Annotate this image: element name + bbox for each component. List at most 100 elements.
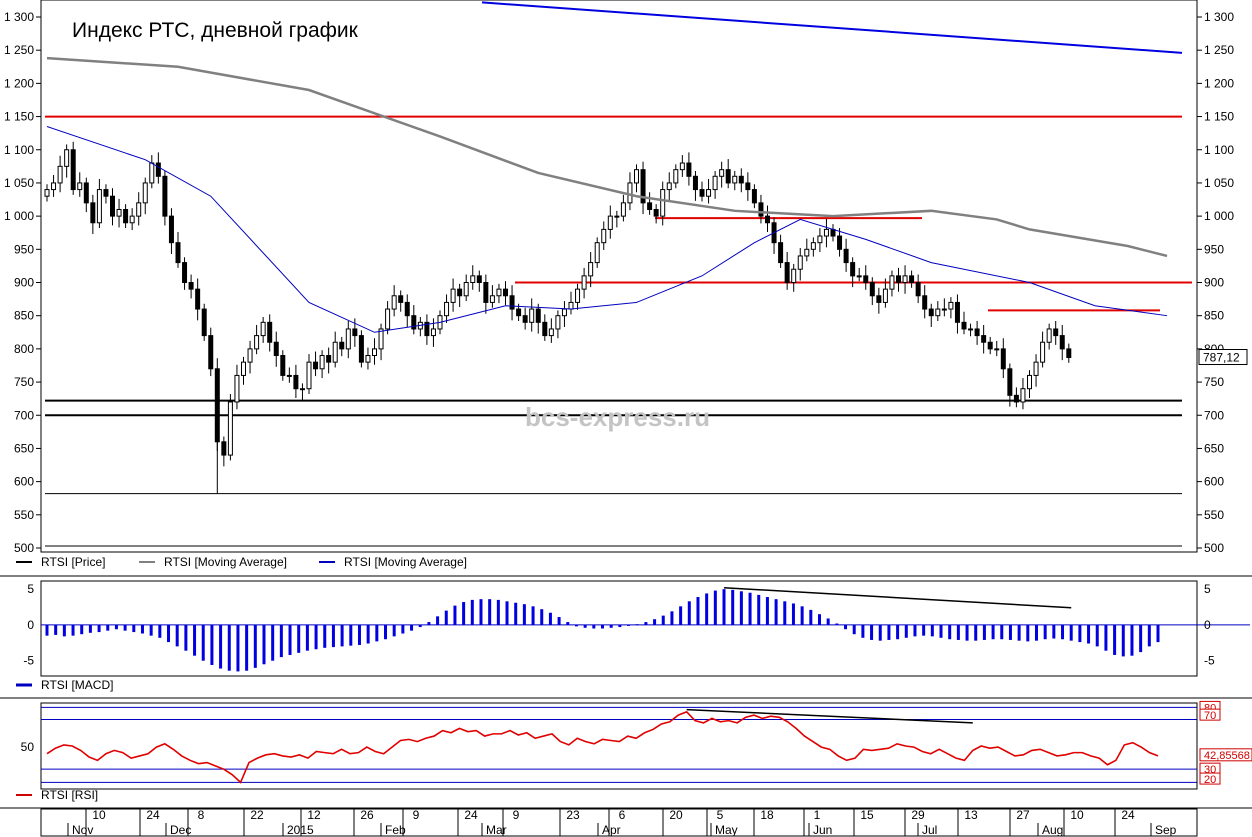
candle-body	[358, 335, 364, 363]
candle-body	[620, 202, 626, 217]
x-day-tick-label: 18	[760, 808, 774, 822]
candle-body	[234, 374, 240, 403]
macd-bar	[982, 624, 986, 640]
candle-body	[195, 288, 201, 310]
macd-bar	[531, 606, 535, 625]
candle-body	[254, 335, 260, 350]
macd-bar	[496, 599, 500, 625]
x-month-label: Dec	[170, 823, 191, 837]
candle-body	[745, 182, 751, 191]
candle-body	[326, 355, 332, 363]
macd-tick-label-left: 5	[27, 582, 34, 596]
rsi-level-label: 20	[1204, 774, 1216, 786]
candle-body	[666, 182, 672, 191]
candle-body	[221, 441, 227, 456]
x-day-tick-label: 12	[307, 808, 321, 822]
macd-bar	[896, 624, 900, 640]
macd-bar	[219, 624, 223, 669]
x-day-tick-label: 1	[814, 808, 821, 822]
macd-bar	[1156, 624, 1160, 643]
y-tick-label-left: 1 050	[4, 176, 34, 190]
legend-label: RTSI [MACD]	[41, 678, 113, 692]
macd-bar	[731, 589, 735, 625]
rsi-line	[46, 710, 1159, 784]
candle-body	[1053, 328, 1059, 337]
candle-body	[123, 208, 129, 224]
macd-bar	[1061, 624, 1065, 640]
candle-body	[634, 169, 639, 184]
candle-body	[306, 361, 312, 390]
candle-body	[398, 295, 404, 303]
rsi-level-box	[1199, 772, 1221, 785]
candle-body	[954, 301, 960, 323]
candle-body	[719, 169, 725, 177]
x-day-tick-label: 24	[1121, 808, 1135, 822]
candle-body	[673, 169, 679, 184]
candle-body	[365, 355, 371, 363]
candle-body	[77, 182, 83, 191]
macd-bar	[1069, 624, 1073, 641]
candle-body	[575, 288, 581, 303]
candle-body	[1013, 394, 1019, 403]
macd-bar	[279, 624, 283, 658]
x-day-tick-label: 9	[513, 808, 520, 822]
candle-body	[90, 202, 96, 224]
x-month-label: Jul	[922, 823, 937, 837]
x-day-tick-label: 10	[1070, 808, 1084, 822]
y-tick-label-left: 1 300	[4, 10, 34, 24]
macd-bar	[548, 612, 552, 625]
y-tick-label-right: 1 250	[1204, 43, 1234, 57]
macd-bar	[887, 624, 891, 640]
y-tick-label-left: 500	[14, 541, 34, 555]
macd-bar	[913, 624, 917, 637]
macd-bar	[427, 622, 431, 625]
candle-body	[260, 321, 266, 337]
macd-bar	[123, 624, 127, 631]
x-month-label: Aug	[1042, 823, 1063, 837]
macd-bar	[323, 624, 327, 648]
x-day-tick-label: 23	[566, 808, 580, 822]
candle-body	[44, 189, 50, 197]
macd-bar	[670, 611, 674, 625]
y-tick-label-left: 700	[14, 408, 34, 422]
candle-body	[149, 162, 155, 184]
macd-bar	[687, 601, 691, 625]
candle-body	[882, 288, 888, 303]
macd-bar	[1095, 624, 1099, 647]
macd-bar	[844, 624, 848, 630]
y-tick-label-right: 600	[1204, 475, 1224, 489]
macd-bar	[236, 624, 240, 672]
x-day-tick-label: 10	[92, 808, 106, 822]
macd-bar	[783, 601, 787, 625]
macd-bar	[1139, 624, 1143, 653]
candle-body	[679, 162, 685, 171]
macd-bar	[956, 624, 960, 640]
candle-body	[483, 282, 489, 303]
x-month-label: Nov	[72, 823, 93, 837]
candle-body	[660, 189, 666, 217]
candle-body	[758, 202, 764, 217]
candle-body	[391, 295, 397, 310]
candle-body	[372, 348, 377, 357]
candle-body	[928, 308, 934, 317]
candle-body	[470, 275, 476, 283]
macd-bar	[114, 624, 118, 630]
candle-body	[208, 335, 214, 370]
macd-bar	[97, 624, 101, 633]
candle-body	[430, 328, 436, 337]
y-tick-label-left: 550	[14, 508, 34, 522]
macd-bar	[1147, 624, 1151, 647]
candle-body	[345, 328, 351, 350]
x-month-label: Sep	[1155, 823, 1177, 837]
x-day-tick-label: 26	[360, 808, 374, 822]
candle-body	[568, 301, 574, 310]
macd-bar	[826, 618, 830, 625]
rsi-last-label: 42,85568	[1204, 750, 1250, 762]
macd-bar	[80, 624, 84, 635]
candle-body	[509, 295, 515, 310]
candle-body	[247, 348, 253, 363]
macd-divergence-line	[723, 586, 1072, 609]
macd-bar	[227, 624, 231, 671]
macd-bar	[1113, 624, 1117, 655]
macd-bar	[870, 624, 874, 640]
